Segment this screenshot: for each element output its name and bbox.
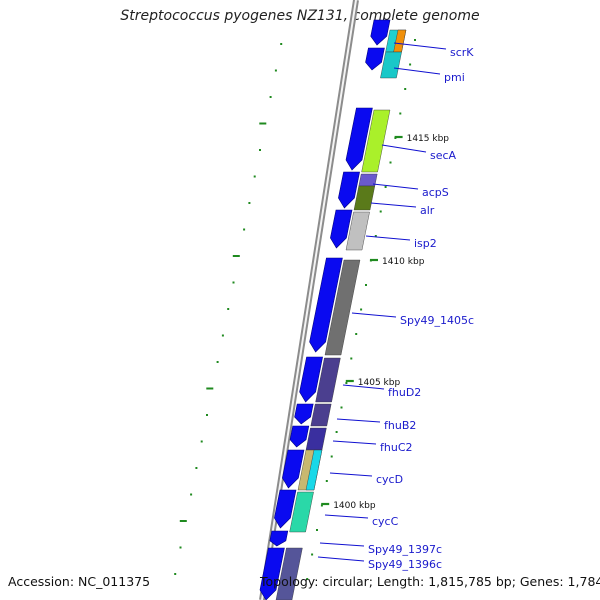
kbp-label: 1400 kbp	[333, 501, 376, 511]
gene-label-alr: alr	[420, 204, 435, 217]
cog-gene-13	[305, 449, 323, 491]
cog-gene-7	[345, 211, 370, 251]
leader-line	[319, 542, 365, 547]
leader-line	[329, 472, 373, 477]
cog-gene-14	[289, 491, 314, 533]
gene-label-fhuC2: fhuC2	[380, 441, 413, 454]
forward-gene-9	[289, 425, 310, 448]
cog-gene-6	[353, 185, 376, 211]
gene-label-fhuB2: fhuB2	[384, 419, 416, 432]
kbp-scale-labels: 1415 kbp 1410 kbp 1405 kbp 1400 kbp	[321, 134, 449, 511]
cog-gene-15	[275, 547, 303, 600]
cog-colored-genes	[275, 29, 407, 600]
leader-line	[342, 384, 385, 390]
accession-text: Accession: NC_011375	[8, 574, 151, 589]
gene-label-acpS: acpS	[422, 186, 449, 199]
forward-gene-1	[370, 19, 391, 46]
forward-gene-7	[299, 356, 323, 403]
gene-label-leaders	[317, 42, 447, 562]
forward-gene-2	[365, 47, 385, 71]
leader-line	[317, 556, 365, 562]
gene-labels: scrK pmi secA acpS alr isp2 Spy49_1405c fhuD2 fh…	[368, 46, 474, 571]
forward-strand-genes	[259, 19, 391, 600]
kbp-label: 1415 kbp	[407, 134, 450, 144]
leader-line	[332, 440, 377, 445]
genome-summary-text: Topology: circular; Length: 1,815,785 bp…	[260, 574, 600, 589]
gene-label-secA: secA	[430, 149, 457, 162]
cog-gene-8	[324, 259, 361, 356]
cog-gene-3	[380, 51, 402, 79]
leader-line	[336, 418, 381, 423]
cog-gene-10	[310, 403, 332, 427]
inner-tick-marks	[306, 39, 416, 580]
leader-line	[381, 144, 427, 153]
genome-backbone	[259, 0, 359, 600]
forward-gene-8	[294, 403, 314, 425]
forward-gene-11	[274, 489, 297, 529]
forward-gene-10	[282, 449, 305, 489]
leader-line	[351, 312, 397, 318]
leader-line	[365, 235, 411, 241]
cog-gene-11	[305, 427, 327, 451]
gene-label-fhuD2: fhuD2	[388, 386, 421, 399]
kbp-label: 1410 kbp	[382, 257, 425, 267]
leader-line	[370, 202, 417, 208]
backbone-highlight	[261, 0, 357, 600]
forward-gene-6	[309, 257, 343, 353]
gene-label-isp2: isp2	[414, 237, 437, 250]
forward-gene-13	[259, 547, 285, 600]
gene-label-pmi: pmi	[444, 71, 465, 84]
leader-line	[324, 514, 369, 519]
gene-label-Spy49_1397c: Spy49_1397c	[368, 543, 442, 556]
forward-gene-12	[269, 530, 289, 547]
gene-label-scrK: scrK	[450, 46, 474, 59]
leader-line	[393, 42, 447, 50]
forward-gene-3	[345, 107, 373, 171]
leader-line	[372, 183, 419, 190]
kbp-label: 1405 kbp	[358, 378, 401, 388]
gene-label-cycD: cycD	[376, 473, 403, 486]
forward-gene-4	[338, 171, 360, 209]
cog-gene-4	[361, 109, 391, 173]
outer-tick-marks	[174, 43, 283, 575]
gene-label-cycC: cycC	[372, 515, 399, 528]
forward-gene-5	[330, 209, 353, 249]
cog-gene-9	[315, 357, 341, 403]
gene-label-Spy49_1396c: Spy49_1396c	[368, 558, 442, 571]
leader-line	[393, 67, 441, 75]
gene-label-Spy49_1405c: Spy49_1405c	[400, 314, 474, 327]
